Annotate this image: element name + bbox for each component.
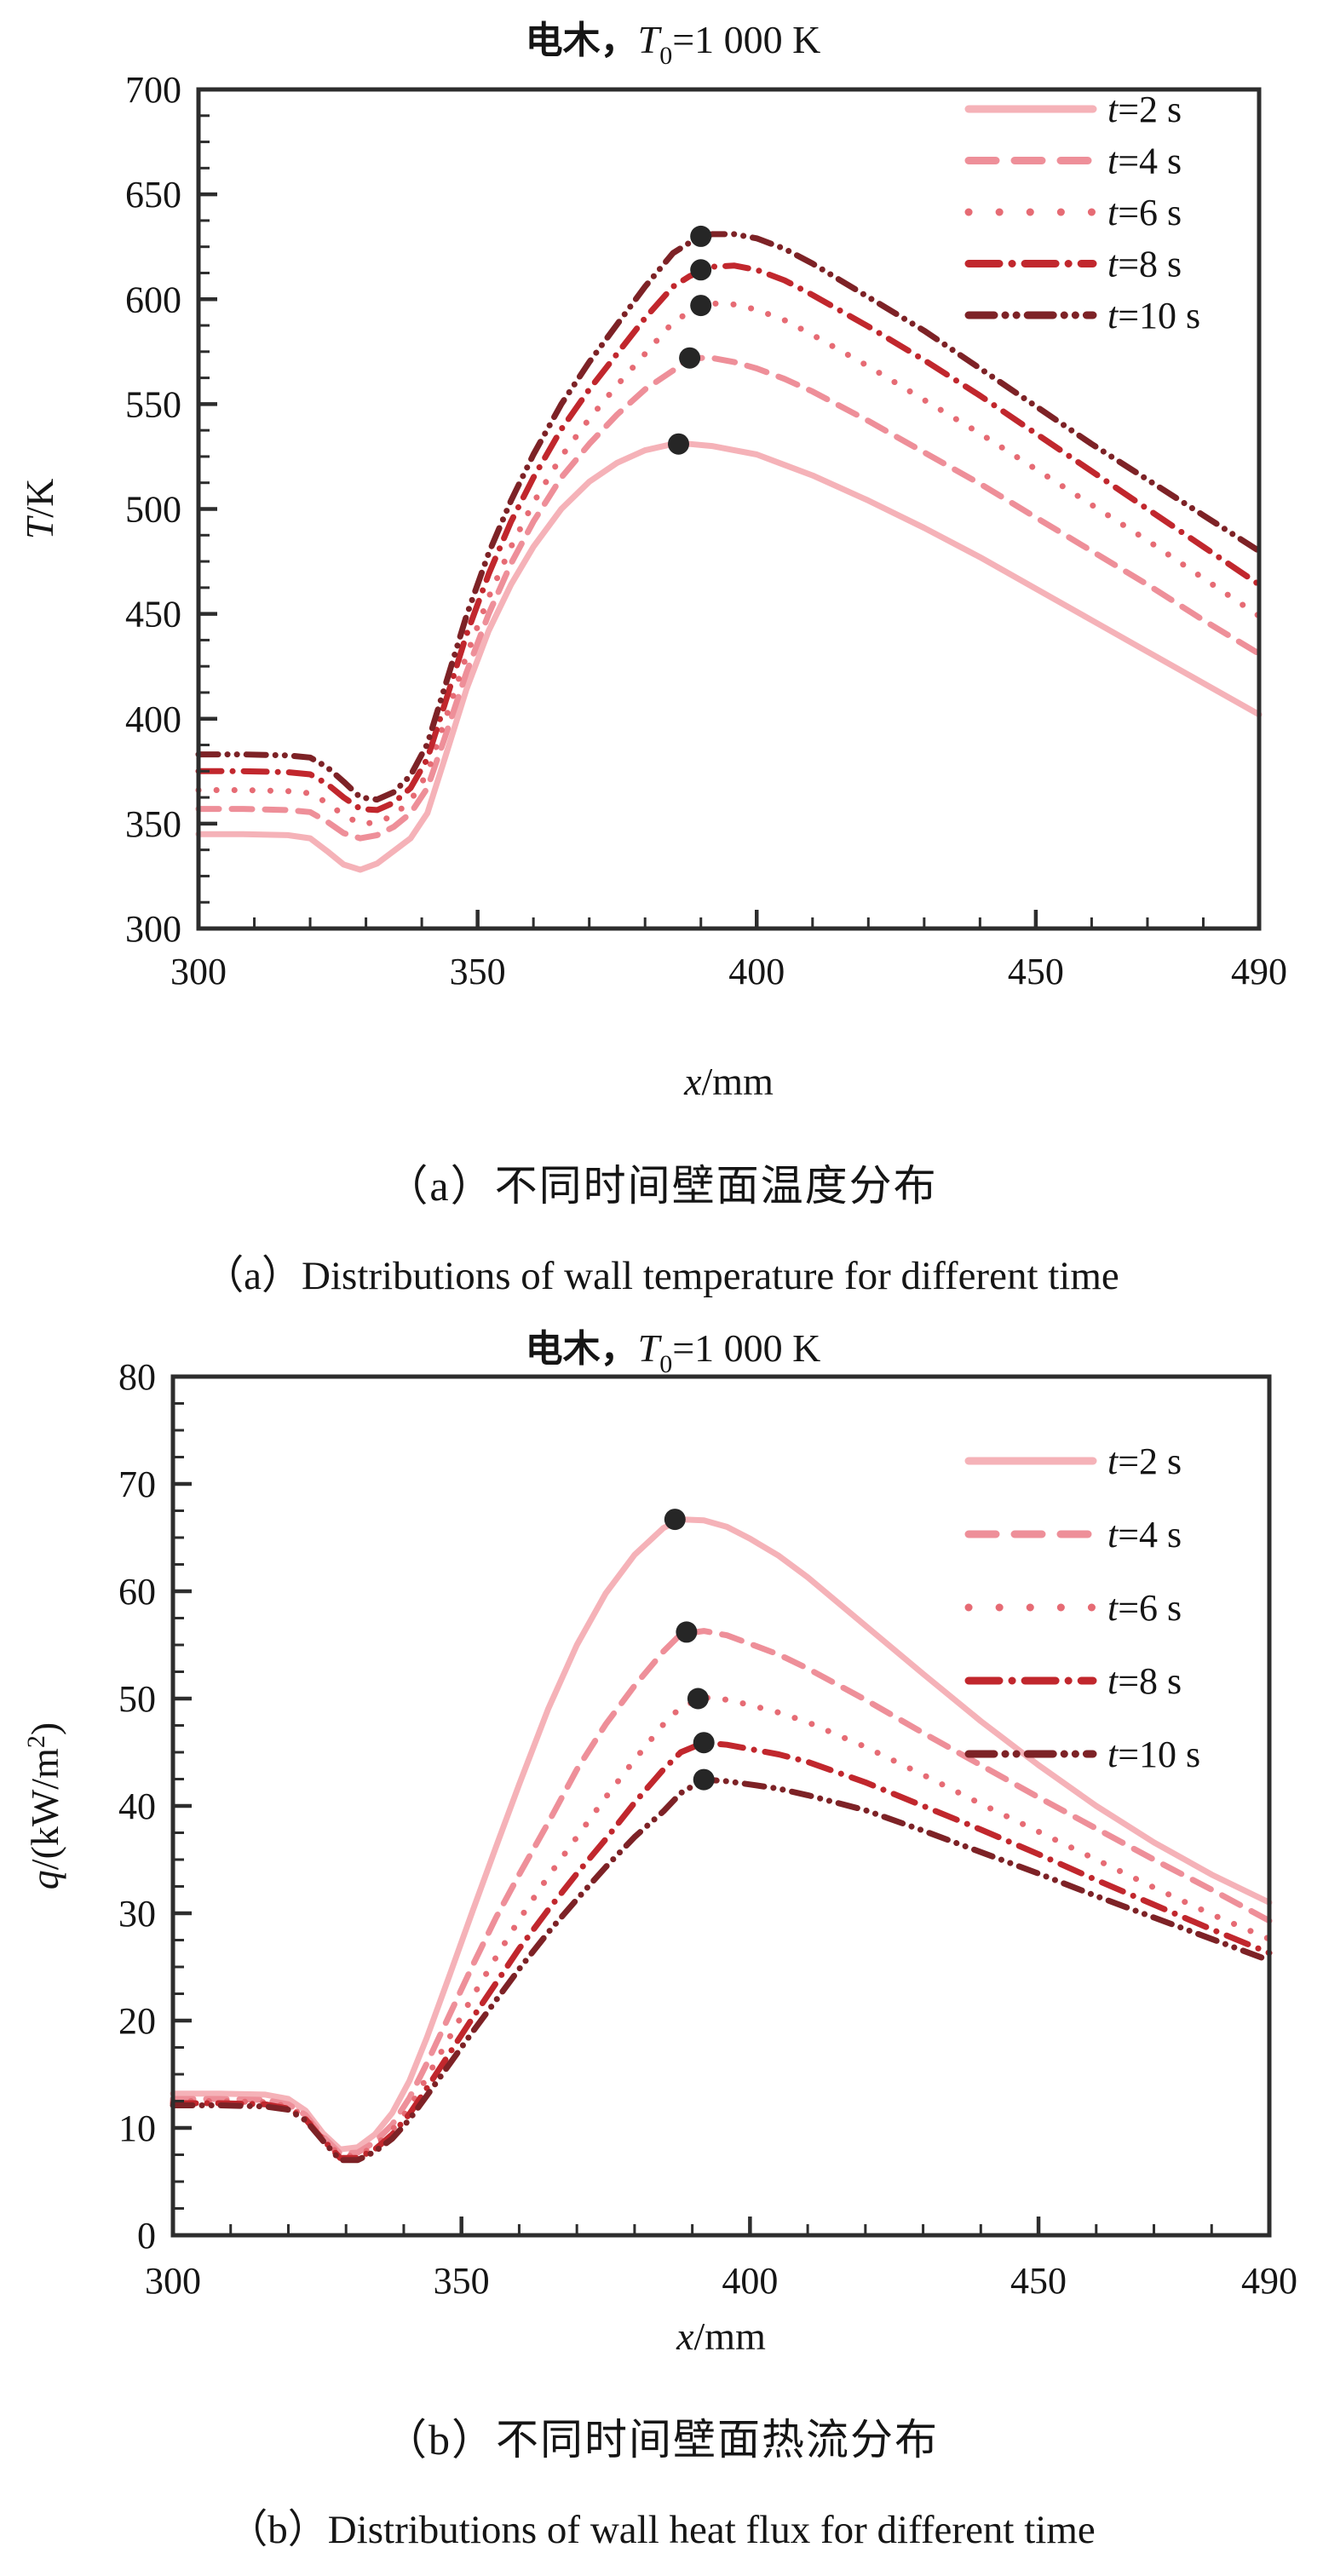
caption-b-zh: （b）不同时间壁面热流分布	[384, 2416, 939, 2464]
series-group	[195, 231, 1263, 873]
y-tick-label: 450	[125, 594, 181, 635]
y-tick-label: 50	[118, 1678, 156, 1720]
y-tick-labels: 300 350 400 450 500 550 600 650 700	[125, 69, 181, 950]
x-tick-label: 400	[728, 951, 785, 992]
x-tick-label: 400	[722, 2260, 778, 2302]
caption-a-zh: （a）不同时间壁面温度分布	[385, 1162, 938, 1210]
y-tick-label: 20	[118, 2000, 156, 2042]
series-line-t-6-s	[170, 1694, 1273, 2159]
y-tick-label: 0	[137, 2215, 156, 2257]
x-tick-label: 300	[145, 2260, 201, 2302]
chart-title: 电木，T0=1 000 K	[526, 18, 821, 70]
legend: t=2 s t=4 s t=6 s t=8 s t=10 s	[964, 89, 1200, 336]
peak-marker-t-6-s	[687, 1688, 709, 1710]
axis-ticks	[170, 1374, 1272, 2238]
peak-marker-t-6-s	[690, 295, 712, 317]
plot-frame	[170, 1374, 1272, 2238]
legend-label-t-4-s: t=4 s	[1107, 1514, 1182, 1555]
legend-label-t-10-s: t=10 s	[1107, 1734, 1200, 1775]
x-tick-labels: 300 350 400 450 490	[145, 2260, 1297, 2302]
legend-label-t-8-s: t=8 s	[1107, 244, 1182, 285]
series-line-t-4-s	[170, 1628, 1273, 2157]
y-tick-label: 700	[125, 69, 181, 111]
y-tick-label: 60	[118, 1571, 156, 1613]
legend-label-t-2-s: t=2 s	[1107, 1440, 1182, 1482]
y-tick-label: 400	[125, 699, 181, 740]
series-line-t-6-s	[195, 300, 1263, 827]
legend: t=2 s t=4 s t=6 s t=8 s t=10 s	[964, 1440, 1200, 1775]
y-tick-label: 10	[118, 2107, 156, 2149]
peak-marker-t-10-s	[690, 225, 712, 247]
y-axis-label: q/(kW/m2)	[22, 1722, 66, 1889]
y-tick-labels: 0 10 20 30 40 50 60 70 80	[118, 1356, 156, 2257]
y-tick-label: 500	[125, 489, 181, 531]
peak-marker-t-4-s	[679, 347, 701, 369]
y-tick-label: 600	[125, 279, 181, 320]
chart-b-wall-heat-flux: 300 350 400 450 490 0 10 20 30 40 50 60 70 80 电木，T0=1 …	[22, 1326, 1297, 2358]
legend-label-t-8-s: t=8 s	[1107, 1660, 1182, 1702]
series-line-t-10-s	[170, 1776, 1273, 2164]
legend-label-t-2-s: t=2 s	[1107, 89, 1182, 130]
peak-marker-t-2-s	[668, 433, 689, 455]
peak-marker-t-8-s	[693, 1732, 715, 1754]
y-tick-label: 300	[125, 908, 181, 950]
chart-a-wall-temperature: 300 350 400 450 490 300 350 400 450 500 550 600 650 7…	[18, 18, 1287, 1103]
x-tick-labels: 300 350 400 450 490	[170, 951, 1287, 992]
series-line-t-8-s	[195, 262, 1263, 814]
legend-label-t-6-s: t=6 s	[1107, 192, 1182, 233]
peak-markers	[664, 1509, 715, 1791]
peak-markers	[668, 225, 712, 455]
plot-frame	[196, 87, 1262, 931]
y-tick-label: 30	[118, 1893, 156, 1935]
x-tick-label: 490	[1231, 951, 1287, 992]
series-line-t-4-s	[195, 354, 1263, 842]
x-axis-label: x/mm	[683, 1060, 774, 1103]
peak-marker-t-4-s	[676, 1621, 698, 1643]
y-axis-label: T/K	[18, 479, 61, 540]
peak-marker-t-8-s	[690, 259, 712, 281]
x-tick-label: 350	[450, 951, 506, 992]
x-tick-label: 450	[1008, 951, 1064, 992]
x-tick-label: 300	[170, 951, 227, 992]
y-tick-label: 80	[118, 1356, 156, 1398]
x-tick-label: 490	[1241, 2260, 1297, 2302]
y-tick-label: 350	[125, 803, 181, 845]
x-tick-label: 450	[1010, 2260, 1067, 2302]
axis-ticks	[196, 87, 1262, 931]
x-tick-label: 350	[434, 2260, 490, 2302]
series-line-t-2-s	[195, 440, 1263, 873]
y-tick-label: 40	[118, 1785, 156, 1827]
series-group	[170, 1516, 1273, 2164]
y-tick-label: 70	[118, 1463, 156, 1505]
caption-a-en: （a）Distributions of wall temperature for…	[204, 1254, 1119, 1298]
y-tick-label: 550	[125, 383, 181, 425]
legend-label-t-4-s: t=4 s	[1107, 141, 1182, 182]
legend-label-t-10-s: t=10 s	[1107, 295, 1200, 336]
caption-b-en: （b）Distributions of wall heat flux for d…	[227, 2508, 1096, 2552]
series-line-t-8-s	[170, 1739, 1273, 2161]
peak-marker-t-10-s	[693, 1768, 715, 1791]
series-line-t-10-s	[195, 231, 1263, 803]
legend-label-t-6-s: t=6 s	[1107, 1587, 1182, 1629]
peak-marker-t-2-s	[664, 1509, 686, 1531]
chart-title: 电木，T0=1 000 K	[526, 1326, 821, 1378]
x-axis-label: x/mm	[676, 2314, 766, 2358]
y-tick-label: 650	[125, 174, 181, 216]
